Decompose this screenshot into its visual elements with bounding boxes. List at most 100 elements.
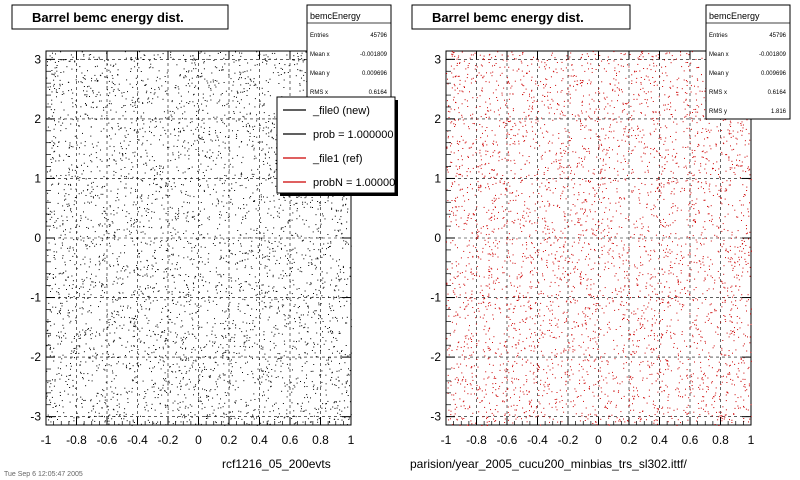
scatter-point — [266, 144, 268, 146]
scatter-point — [132, 379, 134, 381]
scatter-point — [328, 364, 330, 365]
scatter-point — [317, 419, 319, 421]
scatter-point — [594, 194, 596, 196]
scatter-point — [157, 269, 159, 270]
scatter-point — [313, 346, 315, 348]
scatter-point — [166, 271, 168, 273]
scatter-point — [331, 218, 333, 220]
scatter-point — [655, 190, 656, 192]
scatter-point — [201, 369, 203, 371]
scatter-point — [103, 210, 105, 212]
scatter-point — [92, 226, 94, 228]
scatter-point — [666, 161, 668, 163]
scatter-point — [112, 372, 114, 374]
scatter-point — [49, 386, 51, 388]
scatter-point — [199, 52, 201, 54]
scatter-point — [129, 233, 131, 235]
scatter-point — [239, 287, 241, 289]
scatter-point — [133, 345, 135, 347]
scatter-point — [80, 115, 81, 117]
scatter-point — [49, 348, 51, 350]
scatter-point — [130, 322, 132, 324]
scatter-point — [227, 381, 229, 383]
scatter-point — [250, 315, 251, 316]
scatter-point — [447, 300, 449, 301]
scatter-point — [539, 337, 541, 339]
scatter-point — [149, 329, 150, 331]
scatter-point — [169, 391, 171, 393]
scatter-point — [318, 249, 320, 251]
scatter-point — [321, 237, 323, 239]
scatter-point — [214, 235, 216, 237]
scatter-point — [235, 400, 237, 402]
scatter-point — [318, 318, 320, 320]
scatter-point — [218, 101, 220, 103]
scatter-point — [102, 353, 104, 355]
scatter-point — [317, 230, 319, 232]
scatter-point — [131, 122, 133, 124]
scatter-point — [166, 90, 168, 92]
scatter-point — [220, 407, 222, 409]
scatter-point — [707, 129, 709, 131]
scatter-point — [168, 116, 170, 118]
scatter-point — [265, 122, 267, 123]
scatter-point — [220, 257, 222, 259]
scatter-point — [283, 87, 285, 88]
scatter-point — [51, 115, 53, 117]
scatter-point — [294, 247, 296, 249]
scatter-point — [53, 251, 55, 253]
scatter-point — [271, 129, 273, 131]
scatter-point — [75, 104, 77, 106]
scatter-point — [169, 110, 171, 112]
scatter-point — [159, 247, 161, 248]
scatter-point — [104, 118, 106, 120]
scatter-point — [179, 75, 181, 77]
scatter-point — [309, 413, 311, 415]
scatter-point — [80, 81, 82, 83]
scatter-point — [247, 412, 249, 414]
scatter-point — [72, 379, 74, 381]
scatter-point — [138, 139, 140, 141]
scatter-point — [104, 292, 105, 294]
scatter-point — [94, 66, 96, 68]
scatter-point — [210, 89, 212, 91]
scatter-point — [209, 376, 211, 378]
scatter-point — [256, 417, 257, 419]
scatter-point — [165, 338, 167, 340]
scatter-point — [264, 201, 266, 203]
scatter-point — [74, 253, 76, 255]
scatter-point — [224, 114, 226, 116]
scatter-point — [188, 148, 190, 150]
scatter-point — [96, 94, 98, 96]
scatter-point — [154, 257, 155, 259]
scatter-point — [561, 377, 562, 379]
scatter-point — [221, 335, 223, 337]
y-tick-label: -1 — [30, 291, 41, 305]
scatter-point — [228, 277, 230, 278]
scatter-point — [158, 86, 160, 88]
scatter-point — [620, 291, 622, 293]
scatter-point — [114, 231, 116, 233]
scatter-point — [317, 421, 319, 423]
scatter-point — [200, 305, 202, 307]
scatter-point — [188, 291, 190, 293]
scatter-point — [80, 396, 82, 398]
scatter-point — [140, 290, 142, 292]
scatter-point — [148, 67, 150, 69]
scatter-point — [347, 211, 348, 213]
x-tick-label: -0.6 — [97, 433, 118, 447]
scatter-point — [278, 63, 280, 64]
scatter-point — [111, 221, 113, 223]
scatter-point — [327, 200, 329, 202]
scatter-point — [62, 91, 64, 93]
scatter-point — [247, 253, 249, 255]
scatter-point — [245, 405, 247, 407]
scatter-point — [230, 418, 232, 420]
scatter-point — [87, 328, 89, 329]
scatter-point — [157, 394, 159, 395]
scatter-point — [231, 366, 233, 368]
scatter-point — [235, 380, 237, 382]
scatter-point — [80, 235, 82, 237]
scatter-point — [266, 292, 268, 294]
scatter-point — [175, 371, 177, 373]
